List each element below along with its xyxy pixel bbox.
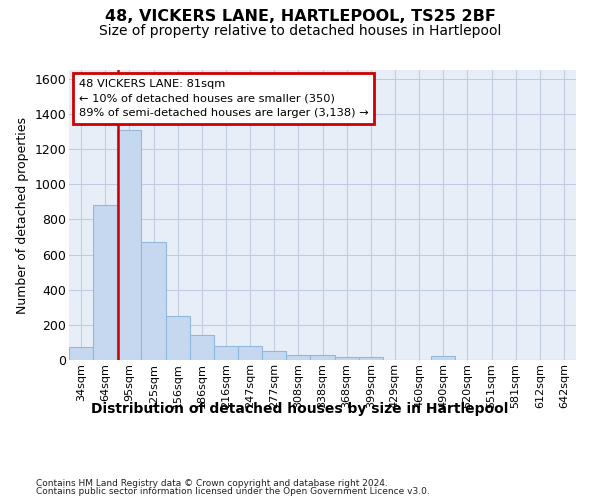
Bar	[93, 206, 117, 360]
Bar	[262, 351, 286, 360]
Y-axis label: Number of detached properties: Number of detached properties	[16, 116, 29, 314]
Text: 48, VICKERS LANE, HARTLEPOOL, TS25 2BF: 48, VICKERS LANE, HARTLEPOOL, TS25 2BF	[104, 9, 496, 24]
Bar	[286, 355, 310, 360]
Text: Contains public sector information licensed under the Open Government Licence v3: Contains public sector information licen…	[36, 488, 430, 496]
Bar	[69, 347, 93, 360]
Bar	[238, 346, 262, 360]
Text: Size of property relative to detached houses in Hartlepool: Size of property relative to detached ho…	[99, 24, 501, 38]
Text: Contains HM Land Registry data © Crown copyright and database right 2024.: Contains HM Land Registry data © Crown c…	[36, 478, 388, 488]
Bar	[359, 358, 383, 360]
Bar	[142, 242, 166, 360]
Bar	[166, 316, 190, 360]
Bar	[335, 358, 359, 360]
Bar	[214, 346, 238, 360]
Text: Distribution of detached houses by size in Hartlepool: Distribution of detached houses by size …	[91, 402, 509, 416]
Text: 48 VICKERS LANE: 81sqm
← 10% of detached houses are smaller (350)
89% of semi-de: 48 VICKERS LANE: 81sqm ← 10% of detached…	[79, 78, 369, 118]
Bar	[117, 130, 142, 360]
Bar	[431, 356, 455, 360]
Bar	[190, 334, 214, 360]
Bar	[310, 355, 335, 360]
